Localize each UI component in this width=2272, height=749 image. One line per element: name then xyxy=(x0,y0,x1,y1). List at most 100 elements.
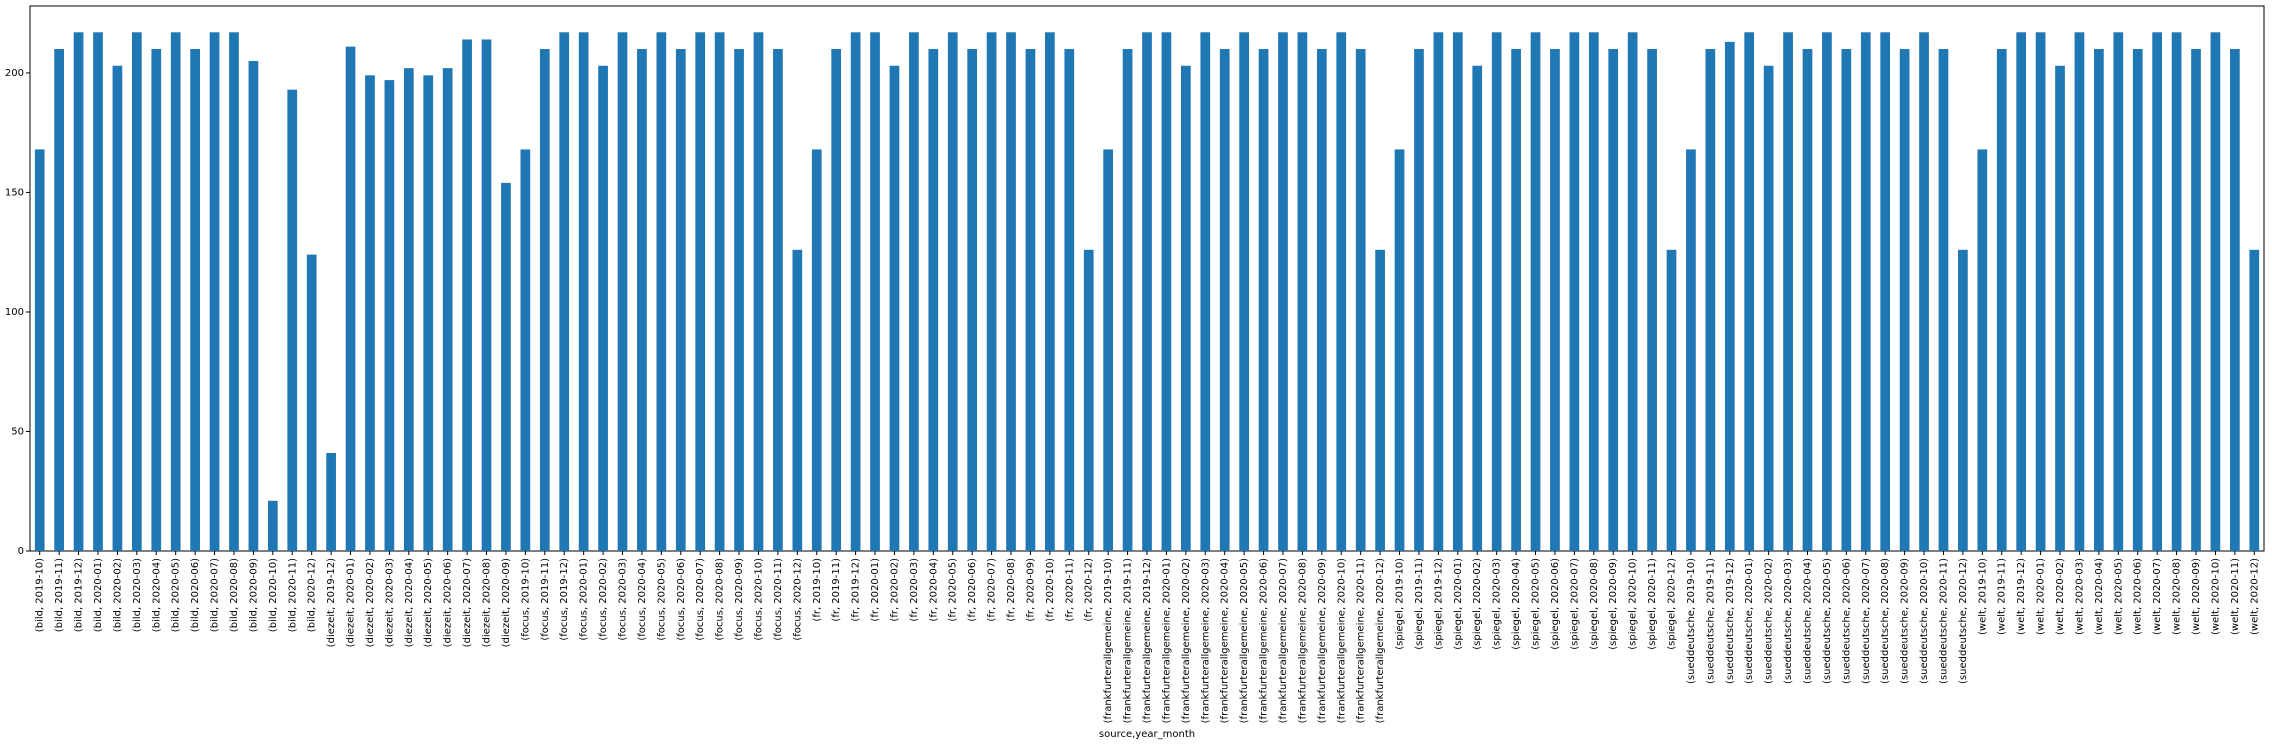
x-tick-label: (spiegel, 2020-10) xyxy=(1628,558,1639,650)
bar xyxy=(287,89,298,551)
bar xyxy=(870,32,880,551)
y-axis: 0 50 100 150 200 xyxy=(5,68,30,557)
bar xyxy=(928,49,939,552)
x-tick-label: (bild, 2020-07) xyxy=(210,558,221,632)
x-tick-label: (diezeit, 2020-09) xyxy=(501,558,512,647)
x-tick-label: (bild, 2020-08) xyxy=(229,558,240,632)
x-tick-label: (fr, 2020-10) xyxy=(1045,558,1056,622)
x-tick-label: (sueddeutsche, 2020-03) xyxy=(1783,558,1794,684)
x-tick-label: (welt, 2020-03) xyxy=(2074,558,2085,635)
bar xyxy=(1977,149,1988,551)
x-tick-label: (welt, 2020-06) xyxy=(2133,558,2144,635)
bar xyxy=(2191,49,2201,552)
bar xyxy=(151,49,162,552)
x-tick-label: (sueddeutsche, 2020-10) xyxy=(1919,558,1930,684)
x-tick-label: (focus, 2020-09) xyxy=(734,558,745,641)
bar xyxy=(2132,49,2143,552)
x-tick-label: (sueddeutsche, 2019-11) xyxy=(1705,558,1716,684)
bar xyxy=(1375,249,1385,551)
x-tick-label: (sueddeutsche, 2020-12) xyxy=(1958,558,1969,684)
x-tick-label: (spiegel, 2020-02) xyxy=(1472,558,1483,650)
x-tick-label: (bild, 2020-10) xyxy=(268,558,279,632)
bar xyxy=(1627,32,1638,551)
bar xyxy=(1705,49,1716,552)
bar xyxy=(345,46,356,552)
bar xyxy=(2035,32,2046,551)
bar xyxy=(598,65,608,551)
bar xyxy=(578,32,589,551)
x-tick-label: (fr, 2020-03) xyxy=(909,558,920,622)
bar xyxy=(54,49,64,552)
x-tick-label: (focus, 2019-10) xyxy=(520,558,531,641)
bar xyxy=(365,75,375,551)
x-tick-label: (sueddeutsche, 2020-02) xyxy=(1764,558,1775,684)
bar xyxy=(1783,32,1793,551)
x-tick-label: (fr, 2020-07) xyxy=(987,558,998,622)
x-tick-label: (focus, 2019-11) xyxy=(540,558,551,641)
x-tick-label: (fr, 2019-12) xyxy=(851,558,862,622)
bar xyxy=(1336,32,1347,551)
bar xyxy=(1414,49,1424,552)
x-tick-label: (focus, 2019-12) xyxy=(559,558,570,641)
x-tick-label: (fr, 2019-11) xyxy=(831,558,842,622)
x-tick-label: (focus, 2020-10) xyxy=(753,558,764,641)
x-tick-label: (spiegel, 2019-12) xyxy=(1433,558,1444,650)
bar xyxy=(2055,65,2065,551)
bar xyxy=(947,32,958,551)
bar xyxy=(637,49,647,552)
x-tick-label: (frankfurterallgemeine, 2020-11) xyxy=(1356,558,1367,723)
bar xyxy=(34,149,45,551)
x-tick-label: (sueddeutsche, 2020-05) xyxy=(1822,558,1833,684)
x-tick-label: (bild, 2020-09) xyxy=(248,558,259,632)
x-tick-label: (focus, 2020-06) xyxy=(676,558,687,641)
y-tick-label: 0 xyxy=(18,546,24,557)
x-tick-label: (focus, 2020-02) xyxy=(598,558,609,641)
x-tick-label: (fr, 2020-09) xyxy=(1025,558,1036,622)
y-tick-label: 50 xyxy=(11,426,24,437)
bar xyxy=(1880,32,1891,551)
bar xyxy=(1608,49,1619,552)
x-tick-label: (spiegel, 2019-10) xyxy=(1395,558,1406,650)
x-tick-label: (welt, 2020-09) xyxy=(2191,558,2202,635)
bar xyxy=(1122,49,1133,552)
x-tick-label: (frankfurterallgemeine, 2020-03) xyxy=(1200,558,1211,723)
bar xyxy=(501,182,511,551)
x-tick-label: (bild, 2020-01) xyxy=(93,558,104,632)
bar xyxy=(326,452,336,551)
bar xyxy=(1588,32,1599,551)
x-tick-label: (frankfurterallgemeine, 2020-02) xyxy=(1181,558,1192,723)
x-tick-label: (sueddeutsche, 2020-01) xyxy=(1744,558,1755,684)
x-tick-label: (sueddeutsche, 2019-10) xyxy=(1686,558,1697,684)
x-tick-label: (spiegel, 2020-11) xyxy=(1647,558,1658,650)
x-tick-label: (sueddeutsche, 2020-07) xyxy=(1861,558,1872,684)
x-tick-label: (frankfurterallgemeine, 2020-06) xyxy=(1259,558,1270,723)
bar xyxy=(1161,32,1172,551)
x-tick-label: (fr, 2019-10) xyxy=(812,558,823,622)
x-tick-label: (spiegel, 2020-08) xyxy=(1589,558,1600,650)
x-tick-label: (diezeit, 2020-07) xyxy=(462,558,473,647)
bar xyxy=(1452,32,1463,551)
bar xyxy=(1647,49,1657,552)
x-tick-label: (fr, 2020-02) xyxy=(889,558,900,622)
bar xyxy=(423,75,434,551)
x-tick-label: (spiegel, 2020-07) xyxy=(1569,558,1580,650)
x-tick-label: (bild, 2019-10) xyxy=(35,558,46,632)
bar xyxy=(462,39,472,552)
x-tick-label: (frankfurterallgemeine, 2019-11) xyxy=(1123,558,1134,723)
bar xyxy=(1841,49,1852,552)
bar xyxy=(2210,32,2221,551)
x-tick-label: (diezeit, 2020-05) xyxy=(423,558,434,647)
bar xyxy=(1919,32,1929,551)
bar xyxy=(442,68,453,552)
bar xyxy=(1083,249,1094,551)
bar xyxy=(734,49,744,552)
bar xyxy=(1666,249,1677,551)
y-tick-label: 150 xyxy=(5,187,24,198)
bar xyxy=(889,65,900,551)
bar xyxy=(2094,49,2104,552)
x-tick-label: (welt, 2019-11) xyxy=(1997,558,2008,635)
bar xyxy=(539,49,550,552)
bar xyxy=(403,68,414,552)
x-tick-label: (welt, 2020-12) xyxy=(2249,558,2260,635)
bar xyxy=(170,32,181,551)
